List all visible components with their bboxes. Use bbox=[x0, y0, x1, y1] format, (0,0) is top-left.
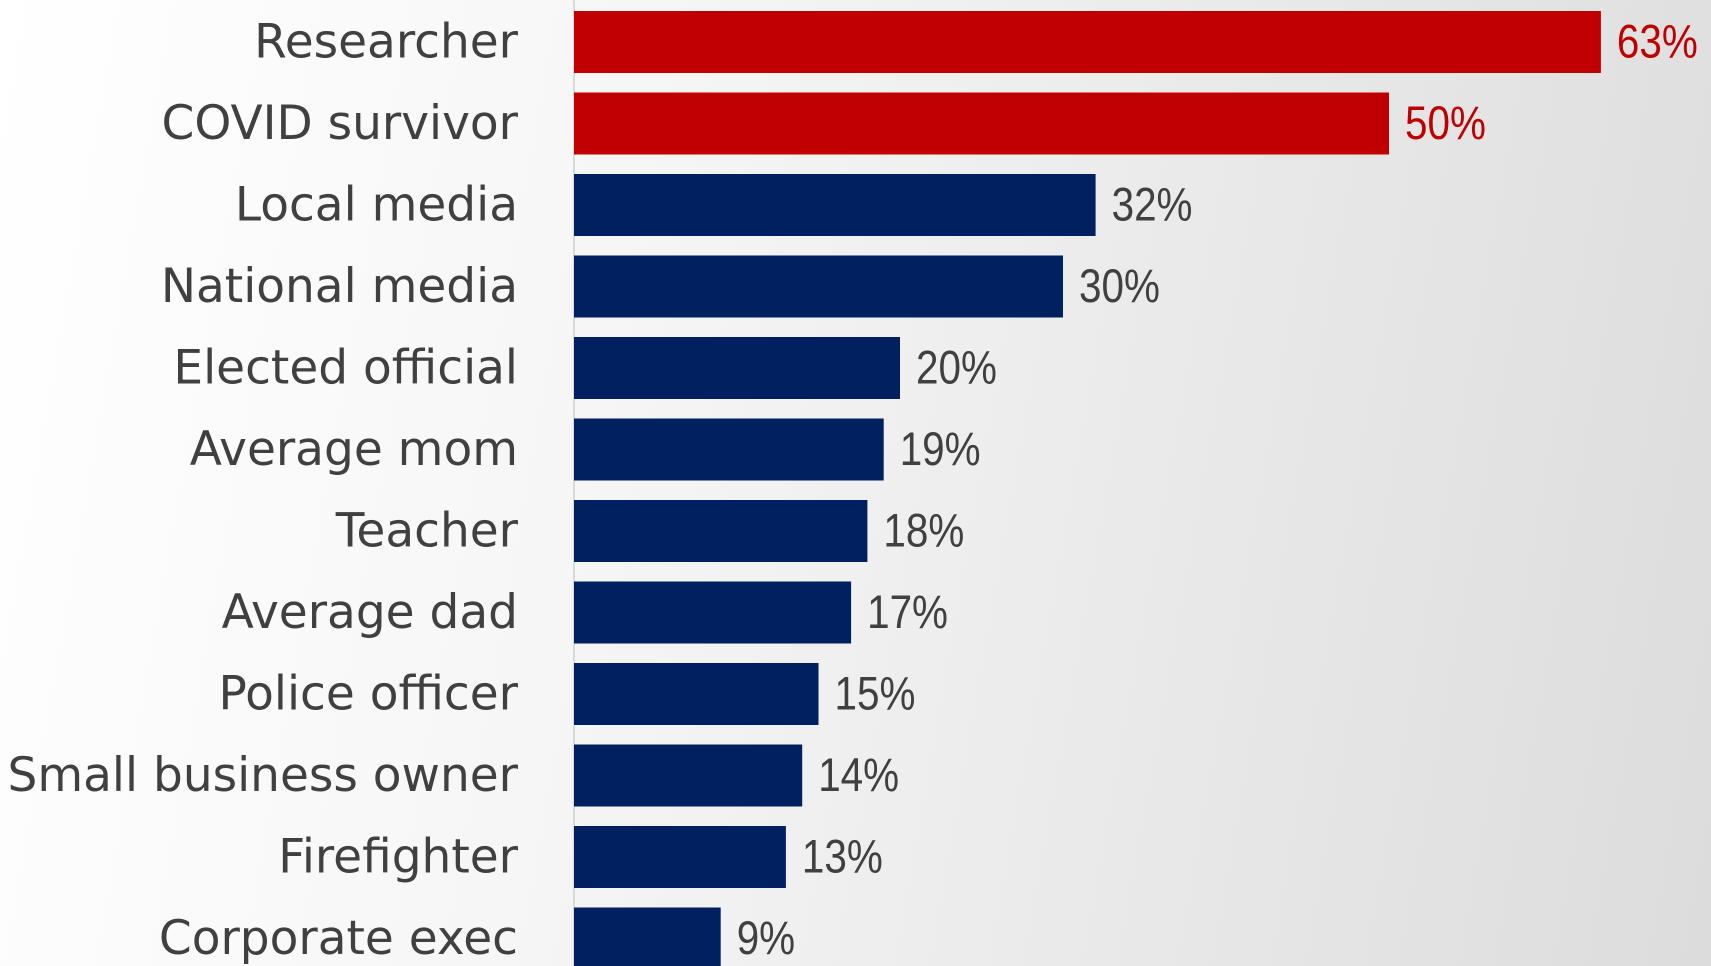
bar bbox=[574, 418, 884, 481]
value-label: 18% bbox=[883, 505, 964, 558]
bar bbox=[574, 744, 803, 807]
value-label: 50% bbox=[1405, 97, 1486, 150]
value-label: 19% bbox=[900, 423, 981, 476]
category-label: National media bbox=[161, 259, 518, 314]
value-label: 14% bbox=[818, 749, 899, 802]
category-label: Elected official bbox=[173, 341, 518, 396]
bar bbox=[574, 826, 786, 888]
value-label: 15% bbox=[834, 668, 915, 721]
bar-highlighted bbox=[574, 92, 1389, 155]
bar bbox=[574, 255, 1063, 318]
value-label: 30% bbox=[1079, 260, 1160, 313]
bar bbox=[574, 500, 868, 562]
value-label: 20% bbox=[916, 342, 997, 395]
bar bbox=[574, 663, 819, 725]
category-label: Small business owner bbox=[8, 748, 519, 803]
bar bbox=[574, 337, 900, 399]
category-label: COVID survivor bbox=[162, 96, 519, 151]
value-label: 63% bbox=[1617, 16, 1698, 69]
bar bbox=[574, 174, 1096, 236]
category-label: Corporate exec bbox=[159, 911, 518, 966]
value-label: 17% bbox=[867, 586, 948, 639]
category-label: Average mom bbox=[190, 422, 518, 477]
category-label: Researcher bbox=[254, 15, 519, 70]
bar-highlighted bbox=[574, 11, 1601, 73]
category-label: Firefighter bbox=[278, 830, 518, 885]
bars-layer: Researcher 63% COVID survivor 50% Local medi… bbox=[8, 11, 1698, 966]
bar bbox=[574, 907, 721, 966]
bar bbox=[574, 581, 852, 644]
value-label: 13% bbox=[802, 831, 883, 884]
value-label: 9% bbox=[737, 912, 795, 965]
value-label: 32% bbox=[1112, 179, 1193, 232]
category-label: Teacher bbox=[335, 504, 519, 559]
category-label: Police officer bbox=[218, 667, 518, 722]
category-label: Local media bbox=[235, 178, 518, 233]
category-label: Average dad bbox=[222, 585, 518, 640]
